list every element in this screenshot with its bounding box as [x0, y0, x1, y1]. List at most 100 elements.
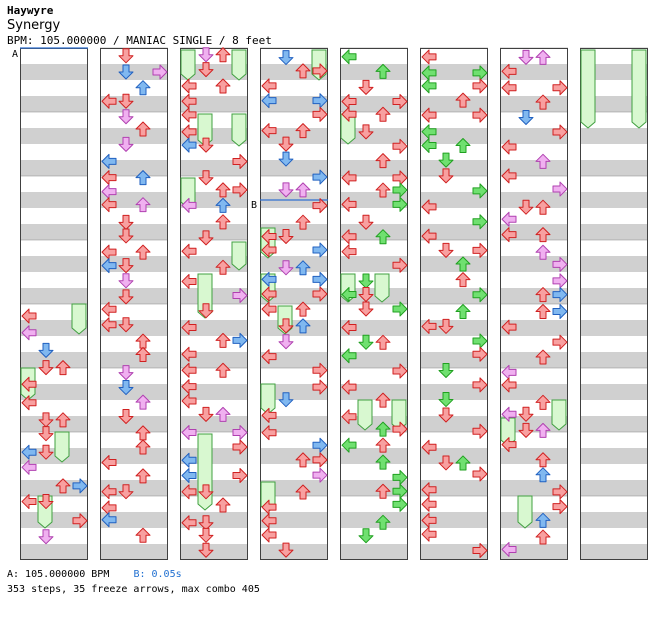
step-arrow	[295, 484, 311, 500]
step-arrow	[118, 64, 134, 80]
step-arrow	[261, 527, 277, 543]
band	[340, 192, 408, 208]
band	[580, 448, 648, 464]
step-arrow	[181, 346, 197, 362]
band	[20, 224, 88, 240]
freeze-arrow	[551, 399, 567, 431]
step-arrow	[181, 424, 197, 440]
step-arrow	[135, 394, 151, 410]
step-arrow	[341, 379, 357, 395]
step-arrow	[312, 198, 328, 214]
band	[180, 480, 248, 496]
band	[420, 544, 488, 560]
step-arrow	[21, 325, 37, 341]
step-arrow	[21, 376, 37, 392]
step-arrow	[295, 214, 311, 230]
step-arrow	[358, 214, 374, 230]
band	[260, 288, 328, 304]
band	[340, 544, 408, 560]
step-arrow	[472, 78, 488, 94]
step-arrow	[341, 94, 357, 110]
band	[500, 512, 568, 528]
band	[100, 256, 168, 272]
step-arrow	[21, 459, 37, 475]
step-arrow	[535, 227, 551, 243]
step-arrow	[501, 364, 517, 380]
step-arrow	[21, 395, 37, 411]
step-arrow	[278, 182, 294, 198]
step-arrow	[118, 228, 134, 244]
footer-legend: A: 105.000000 BPM B: 0.05s	[7, 569, 182, 580]
step-arrow	[341, 196, 357, 212]
step-arrow	[552, 273, 568, 289]
band	[100, 480, 168, 496]
step-arrow	[341, 170, 357, 186]
step-arrow	[295, 182, 311, 198]
band	[100, 384, 168, 400]
step-arrow	[72, 513, 88, 529]
step-arrow	[535, 467, 551, 483]
step-arrow	[118, 365, 134, 381]
step-arrow	[232, 154, 248, 170]
freeze-body	[231, 113, 247, 147]
step-arrow	[421, 65, 437, 81]
band	[500, 224, 568, 240]
step-arrow	[375, 334, 391, 350]
band	[260, 96, 328, 112]
step-arrow	[181, 137, 197, 153]
band	[580, 416, 648, 432]
band	[420, 256, 488, 272]
song-artist: Haywyre	[7, 4, 54, 17]
freeze-arrow	[180, 49, 196, 81]
step-arrow	[135, 80, 151, 96]
step-arrow	[215, 332, 231, 348]
step-arrow	[375, 514, 391, 530]
step-arrow	[101, 170, 117, 186]
step-arrow	[472, 377, 488, 393]
band	[100, 544, 168, 560]
step-arrow	[552, 256, 568, 272]
step-arrow	[38, 412, 54, 428]
step-arrow	[358, 528, 374, 544]
step-arrow	[278, 151, 294, 167]
step-arrow	[472, 65, 488, 81]
step-arrow	[501, 211, 517, 227]
band	[100, 96, 168, 112]
step-arrow	[392, 138, 408, 154]
step-arrow	[552, 287, 568, 303]
step-arrow	[535, 199, 551, 215]
step-arrow	[261, 349, 277, 365]
step-arrow	[375, 106, 391, 122]
step-arrow	[358, 334, 374, 350]
band	[500, 384, 568, 400]
band	[180, 224, 248, 240]
band	[500, 192, 568, 208]
step-arrow	[215, 406, 231, 422]
step-arrow	[261, 78, 277, 94]
band	[100, 288, 168, 304]
step-arrow	[198, 62, 214, 78]
step-arrow	[232, 467, 248, 483]
step-arrow	[198, 406, 214, 422]
step-arrow	[455, 272, 471, 288]
step-arrow	[55, 478, 71, 494]
step-arrow	[518, 49, 534, 65]
step-arrow	[198, 303, 214, 319]
step-arrow	[375, 392, 391, 408]
step-arrow	[181, 78, 197, 94]
band	[580, 192, 648, 208]
band	[420, 192, 488, 208]
step-arrow	[135, 121, 151, 137]
band	[20, 256, 88, 272]
step-arrow	[181, 515, 197, 531]
band	[180, 256, 248, 272]
step-arrow	[101, 197, 117, 213]
step-arrow	[261, 93, 277, 109]
step-arrow	[392, 421, 408, 437]
step-arrow	[552, 484, 568, 500]
step-arrow	[552, 181, 568, 197]
step-arrow	[552, 124, 568, 140]
step-arrow	[135, 439, 151, 455]
step-arrow	[55, 360, 71, 376]
